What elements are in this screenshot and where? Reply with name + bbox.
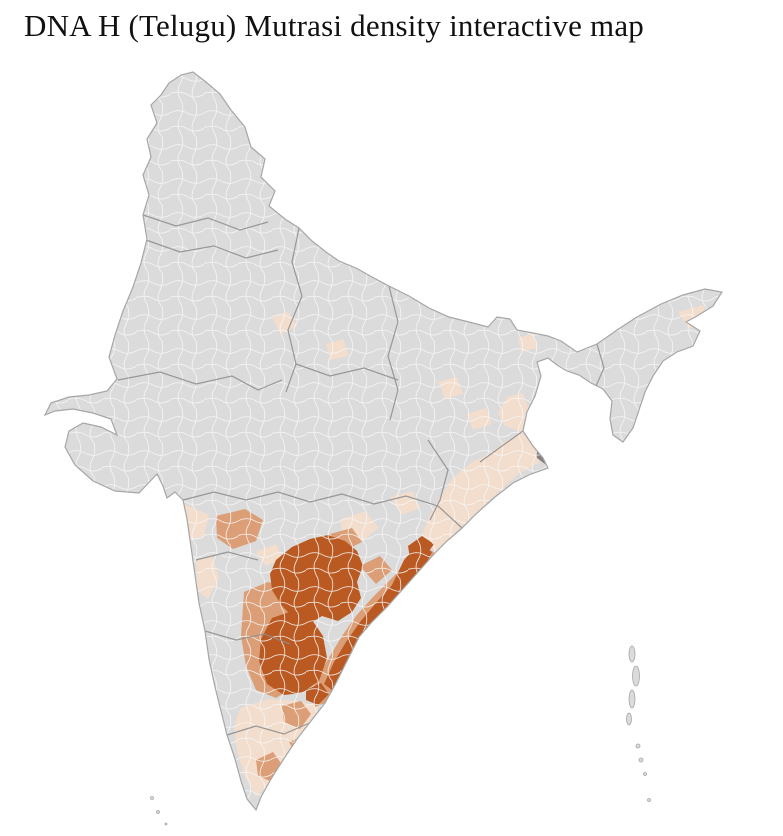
island-region[interactable] [164, 822, 168, 826]
page-title: DNA H (Telugu) Mutrasi density interacti… [24, 8, 644, 43]
state-borders [117, 214, 605, 736]
island-region[interactable] [626, 712, 632, 726]
island-region[interactable] [643, 772, 647, 776]
island-region[interactable] [156, 810, 160, 814]
island-region[interactable] [638, 757, 644, 763]
island-region[interactable] [635, 743, 641, 749]
island-region[interactable] [628, 689, 636, 709]
island-region[interactable] [632, 665, 640, 687]
island-districts[interactable] [150, 645, 651, 826]
island-region[interactable] [150, 796, 154, 800]
island-region[interactable] [647, 798, 651, 802]
island-region[interactable] [628, 645, 636, 663]
